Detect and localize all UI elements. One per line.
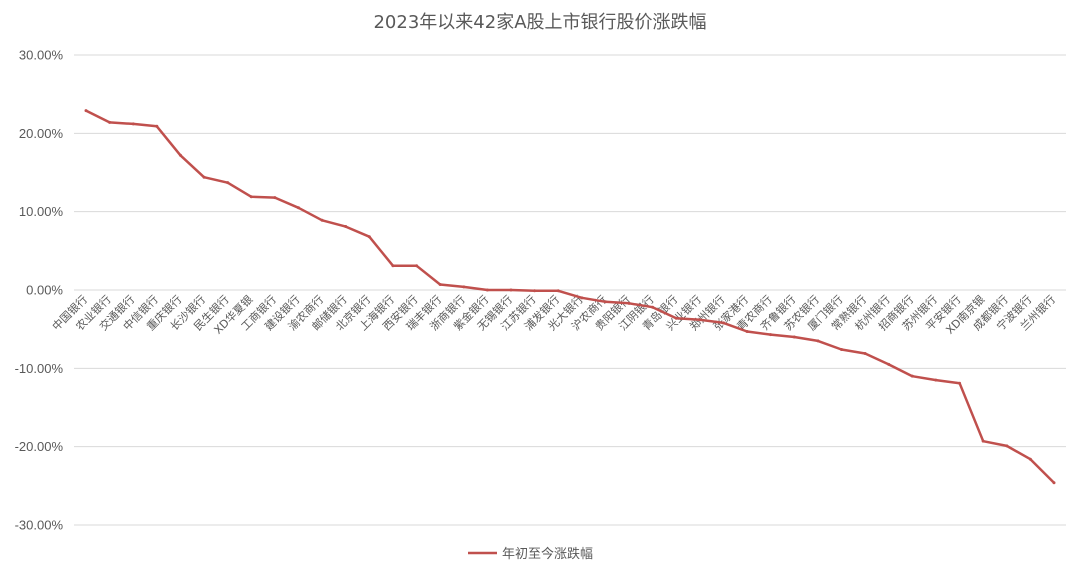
chart-title: 2023年以来42家A股上市银行股价涨跌幅 [373, 12, 706, 33]
data-point [391, 264, 395, 268]
data-point [651, 305, 655, 309]
data-point [910, 374, 914, 378]
data-point [320, 218, 324, 222]
data-point [1028, 457, 1032, 461]
y-axis-ticks: 30.00% 20.00% 10.00% 0.00% -10.00% -20.00% -30… [15, 48, 64, 533]
y-tick-label: 0.00% [26, 283, 63, 298]
data-point [958, 381, 962, 385]
legend-label: 年初至今涨跌幅 [502, 546, 593, 562]
x-axis-ticks: 中国银行农业银行交通银行中信银行重庆银行长沙银行民生银行XD华夏银工商银行建设银… [49, 292, 1058, 337]
data-point [84, 109, 88, 113]
series-line [85, 109, 1055, 484]
data-point [698, 318, 702, 322]
data-point [840, 348, 844, 352]
data-point [887, 362, 891, 366]
y-tick-label: -30.00% [15, 518, 64, 533]
y-tick-label: -10.00% [15, 361, 64, 376]
data-point [344, 225, 348, 229]
y-tick-label: 10.00% [19, 204, 64, 219]
gridlines [74, 54, 1066, 526]
data-point [249, 195, 253, 199]
data-point [367, 235, 371, 239]
data-point [155, 124, 159, 128]
y-tick-label: -20.00% [15, 439, 64, 454]
data-point [1052, 481, 1056, 485]
data-point [721, 321, 725, 325]
series-layer [84, 109, 1056, 485]
data-point [509, 288, 513, 292]
data-point [202, 175, 206, 179]
data-point [415, 264, 419, 268]
data-point [769, 333, 773, 337]
data-point [462, 285, 466, 289]
data-point [580, 296, 584, 300]
data-point [438, 283, 442, 287]
data-point [485, 288, 489, 292]
data-point [627, 301, 631, 305]
y-tick-label: 20.00% [19, 126, 64, 141]
legend: 年初至今涨跌幅 [468, 546, 593, 562]
data-point [296, 206, 300, 210]
data-point [556, 289, 560, 293]
data-point [674, 316, 678, 320]
data-point [108, 120, 112, 124]
data-point [981, 439, 985, 443]
data-point [273, 196, 277, 200]
data-point [533, 289, 537, 293]
data-point [816, 339, 820, 343]
data-point [603, 300, 607, 304]
data-point [863, 351, 867, 355]
y-tick-label: 30.00% [19, 48, 64, 63]
data-point [131, 122, 135, 126]
data-point [934, 378, 938, 382]
data-point [226, 181, 230, 185]
data-point [745, 330, 749, 334]
data-point [1005, 444, 1009, 448]
data-point [792, 335, 796, 339]
data-point [178, 153, 182, 157]
